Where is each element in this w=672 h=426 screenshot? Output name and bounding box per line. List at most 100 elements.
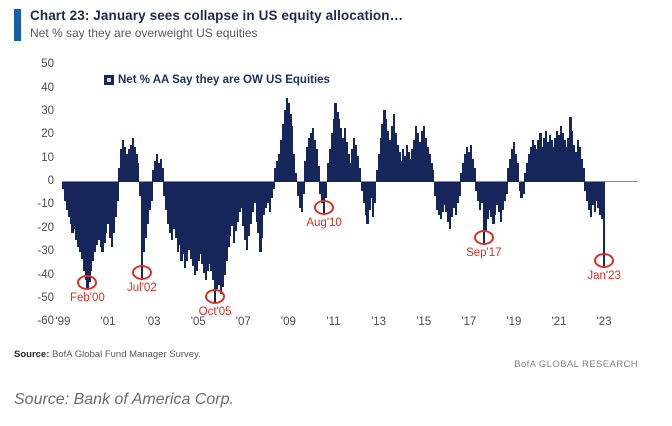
bar bbox=[283, 109, 286, 182]
bar bbox=[422, 125, 426, 182]
bar bbox=[413, 139, 416, 182]
bar bbox=[343, 128, 347, 182]
annotation-circle bbox=[77, 274, 98, 290]
bar bbox=[116, 182, 119, 201]
bar bbox=[475, 182, 478, 192]
bar bbox=[432, 170, 435, 182]
bar bbox=[402, 149, 405, 182]
bar bbox=[586, 182, 589, 201]
bar bbox=[482, 182, 486, 246]
bar bbox=[512, 142, 516, 182]
bar bbox=[345, 142, 348, 182]
bar bbox=[306, 146, 309, 182]
bar bbox=[477, 182, 480, 201]
bar bbox=[255, 182, 258, 222]
bar bbox=[99, 182, 102, 248]
bar bbox=[236, 182, 239, 222]
bar bbox=[293, 153, 296, 182]
bar bbox=[383, 109, 386, 182]
bar bbox=[445, 182, 448, 213]
bar bbox=[375, 170, 379, 182]
y-axis-tick-label: -40 bbox=[37, 268, 54, 281]
bar bbox=[296, 182, 300, 197]
page-caption: Source: Bank of America Corp. bbox=[14, 391, 234, 408]
bar bbox=[338, 118, 341, 182]
bar bbox=[546, 142, 550, 182]
bar bbox=[454, 182, 457, 215]
bar bbox=[315, 149, 318, 182]
bar bbox=[552, 146, 555, 182]
bar bbox=[450, 182, 454, 218]
bar bbox=[351, 149, 354, 182]
x-axis-tick-label: '19 bbox=[506, 316, 522, 328]
bar bbox=[434, 182, 437, 197]
bar bbox=[407, 151, 410, 182]
bar bbox=[437, 182, 441, 215]
bar bbox=[580, 158, 583, 182]
bar bbox=[595, 182, 598, 201]
bar bbox=[221, 182, 224, 288]
y-axis-tick-label: -60 bbox=[37, 315, 54, 328]
bar bbox=[270, 182, 273, 199]
bar bbox=[294, 172, 298, 182]
bar bbox=[208, 182, 211, 264]
bar bbox=[225, 182, 228, 262]
bar bbox=[212, 182, 215, 281]
bar bbox=[499, 182, 503, 222]
y-axis-tick-label: 10 bbox=[41, 151, 54, 164]
bar bbox=[356, 156, 360, 182]
bar bbox=[142, 182, 146, 253]
bar bbox=[287, 102, 290, 182]
bar bbox=[238, 182, 241, 213]
bar bbox=[573, 144, 576, 182]
bar bbox=[447, 182, 450, 222]
y-axis-tick-label: -30 bbox=[37, 245, 54, 258]
bar bbox=[360, 182, 363, 192]
x-axis-tick-label: '13 bbox=[371, 316, 387, 328]
bar bbox=[473, 167, 476, 182]
bar bbox=[496, 182, 499, 206]
annotation-label: Jul'02 bbox=[127, 282, 157, 295]
bar bbox=[187, 182, 191, 250]
bar bbox=[439, 182, 442, 220]
bar bbox=[216, 182, 219, 290]
bar bbox=[264, 182, 268, 208]
bar bbox=[86, 182, 89, 290]
bar bbox=[201, 182, 204, 264]
bar bbox=[178, 182, 181, 246]
bar bbox=[127, 149, 131, 182]
bar bbox=[125, 153, 129, 182]
bar bbox=[370, 182, 373, 199]
bar bbox=[569, 116, 572, 182]
bar bbox=[110, 182, 114, 248]
bar bbox=[300, 182, 303, 213]
bar bbox=[124, 146, 127, 182]
bar bbox=[154, 160, 157, 182]
bar bbox=[435, 182, 439, 211]
bar bbox=[152, 170, 155, 182]
bar bbox=[558, 135, 561, 182]
bar bbox=[219, 182, 223, 295]
annotation-circle bbox=[205, 288, 226, 304]
bar bbox=[394, 132, 397, 182]
bar bbox=[390, 125, 394, 182]
bar bbox=[392, 114, 395, 182]
bar bbox=[565, 146, 568, 182]
bar bbox=[268, 182, 271, 213]
bar bbox=[471, 158, 474, 182]
legend-label: Net % AA Say they are OW US Equities bbox=[118, 74, 330, 86]
bar bbox=[281, 123, 285, 182]
bar bbox=[244, 182, 247, 241]
bar bbox=[234, 182, 238, 232]
x-axis-tick-label: '11 bbox=[326, 316, 341, 328]
bar bbox=[242, 182, 245, 227]
legend: Net % AA Say they are OW US Equities bbox=[104, 74, 330, 86]
bar bbox=[266, 182, 270, 204]
bar bbox=[531, 139, 534, 182]
bar bbox=[108, 182, 112, 239]
bar bbox=[105, 182, 108, 234]
x-axis-tick-label: '09 bbox=[280, 316, 296, 328]
x-axis-tick-label: '15 bbox=[416, 316, 432, 328]
bar bbox=[274, 167, 277, 182]
bar bbox=[511, 149, 514, 182]
